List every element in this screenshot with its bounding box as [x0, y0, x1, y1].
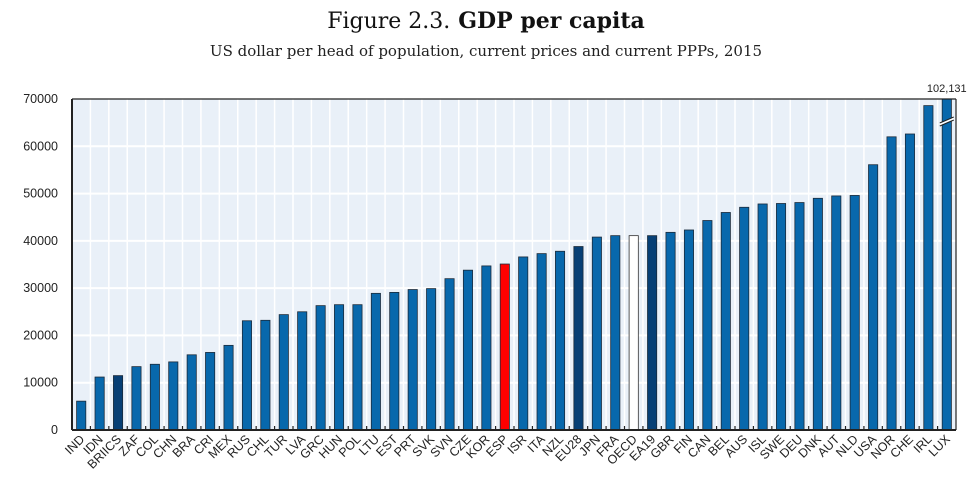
bar-oecd	[628, 235, 639, 431]
bar-cze	[462, 269, 473, 431]
bar-dnk	[812, 197, 823, 431]
figure-number: Figure 2.3.	[327, 9, 451, 34]
y-tick-label: 30000	[23, 281, 58, 295]
y-tick-label: 50000	[23, 187, 58, 201]
bar-isr	[518, 256, 529, 431]
bar-lva	[297, 311, 308, 431]
bar-deu	[794, 202, 805, 431]
bar-ltu	[370, 292, 381, 431]
bar-pol	[352, 304, 363, 431]
axis-break-gap	[939, 117, 955, 126]
bar-svk	[426, 288, 437, 431]
axis-break-mark	[939, 119, 955, 127]
bar-idn	[94, 376, 105, 431]
bar-nzl	[555, 250, 566, 431]
bar-col	[149, 363, 160, 431]
chart-subtitle: US dollar per head of population, curren…	[209, 42, 763, 60]
bar-nld	[849, 195, 860, 431]
bar-value-label-lux: 102,131	[927, 83, 967, 95]
bar-isl	[757, 203, 768, 431]
bar-est	[389, 291, 400, 431]
bar-grc	[315, 305, 326, 431]
figure-title: GDP per capita	[458, 8, 645, 34]
y-tick-label: 70000	[23, 92, 58, 106]
bar-jpn	[591, 236, 602, 431]
bar-ita	[536, 253, 547, 431]
bar-usa	[868, 164, 879, 431]
bar-swe	[776, 203, 787, 431]
bar-mex	[223, 344, 234, 431]
bar-chl	[260, 319, 271, 431]
bar-zaf	[131, 366, 142, 431]
y-tick-label: 10000	[23, 376, 58, 390]
bar-briics	[113, 375, 124, 431]
bar-can	[702, 220, 713, 431]
bar-chn	[168, 361, 179, 431]
bar-che	[904, 133, 915, 431]
bar-irl	[923, 105, 934, 431]
y-tick-label: 60000	[23, 139, 58, 153]
x-tick-label: LUX	[926, 432, 954, 460]
y-tick-label: 20000	[23, 328, 58, 342]
bar-aus	[739, 206, 750, 431]
y-tick-label: 40000	[23, 234, 58, 248]
bar-tur	[278, 314, 289, 431]
bar-bra	[186, 354, 197, 431]
bar-rus	[241, 320, 252, 431]
bar-cri	[205, 352, 216, 431]
bar-hun	[334, 304, 345, 431]
bar-gbr	[665, 231, 676, 431]
bar-lux	[941, 98, 952, 431]
bar-eu28	[573, 246, 584, 431]
bar-svn	[444, 278, 455, 431]
axis-break-mark	[939, 116, 955, 124]
chart-title: Figure 2.3. GDP per capita	[0, 8, 972, 34]
bar-aut	[831, 195, 842, 431]
bar-esp	[499, 263, 510, 431]
bar-fin	[683, 229, 694, 431]
bar-ea19	[647, 235, 658, 431]
bar-nor	[886, 136, 897, 431]
bar-fra	[610, 235, 621, 431]
bar-kor	[481, 265, 492, 431]
bar-ind	[76, 400, 87, 431]
y-tick-label: 0	[51, 423, 58, 437]
bar-bel	[720, 212, 731, 431]
bar-prt	[407, 289, 418, 431]
